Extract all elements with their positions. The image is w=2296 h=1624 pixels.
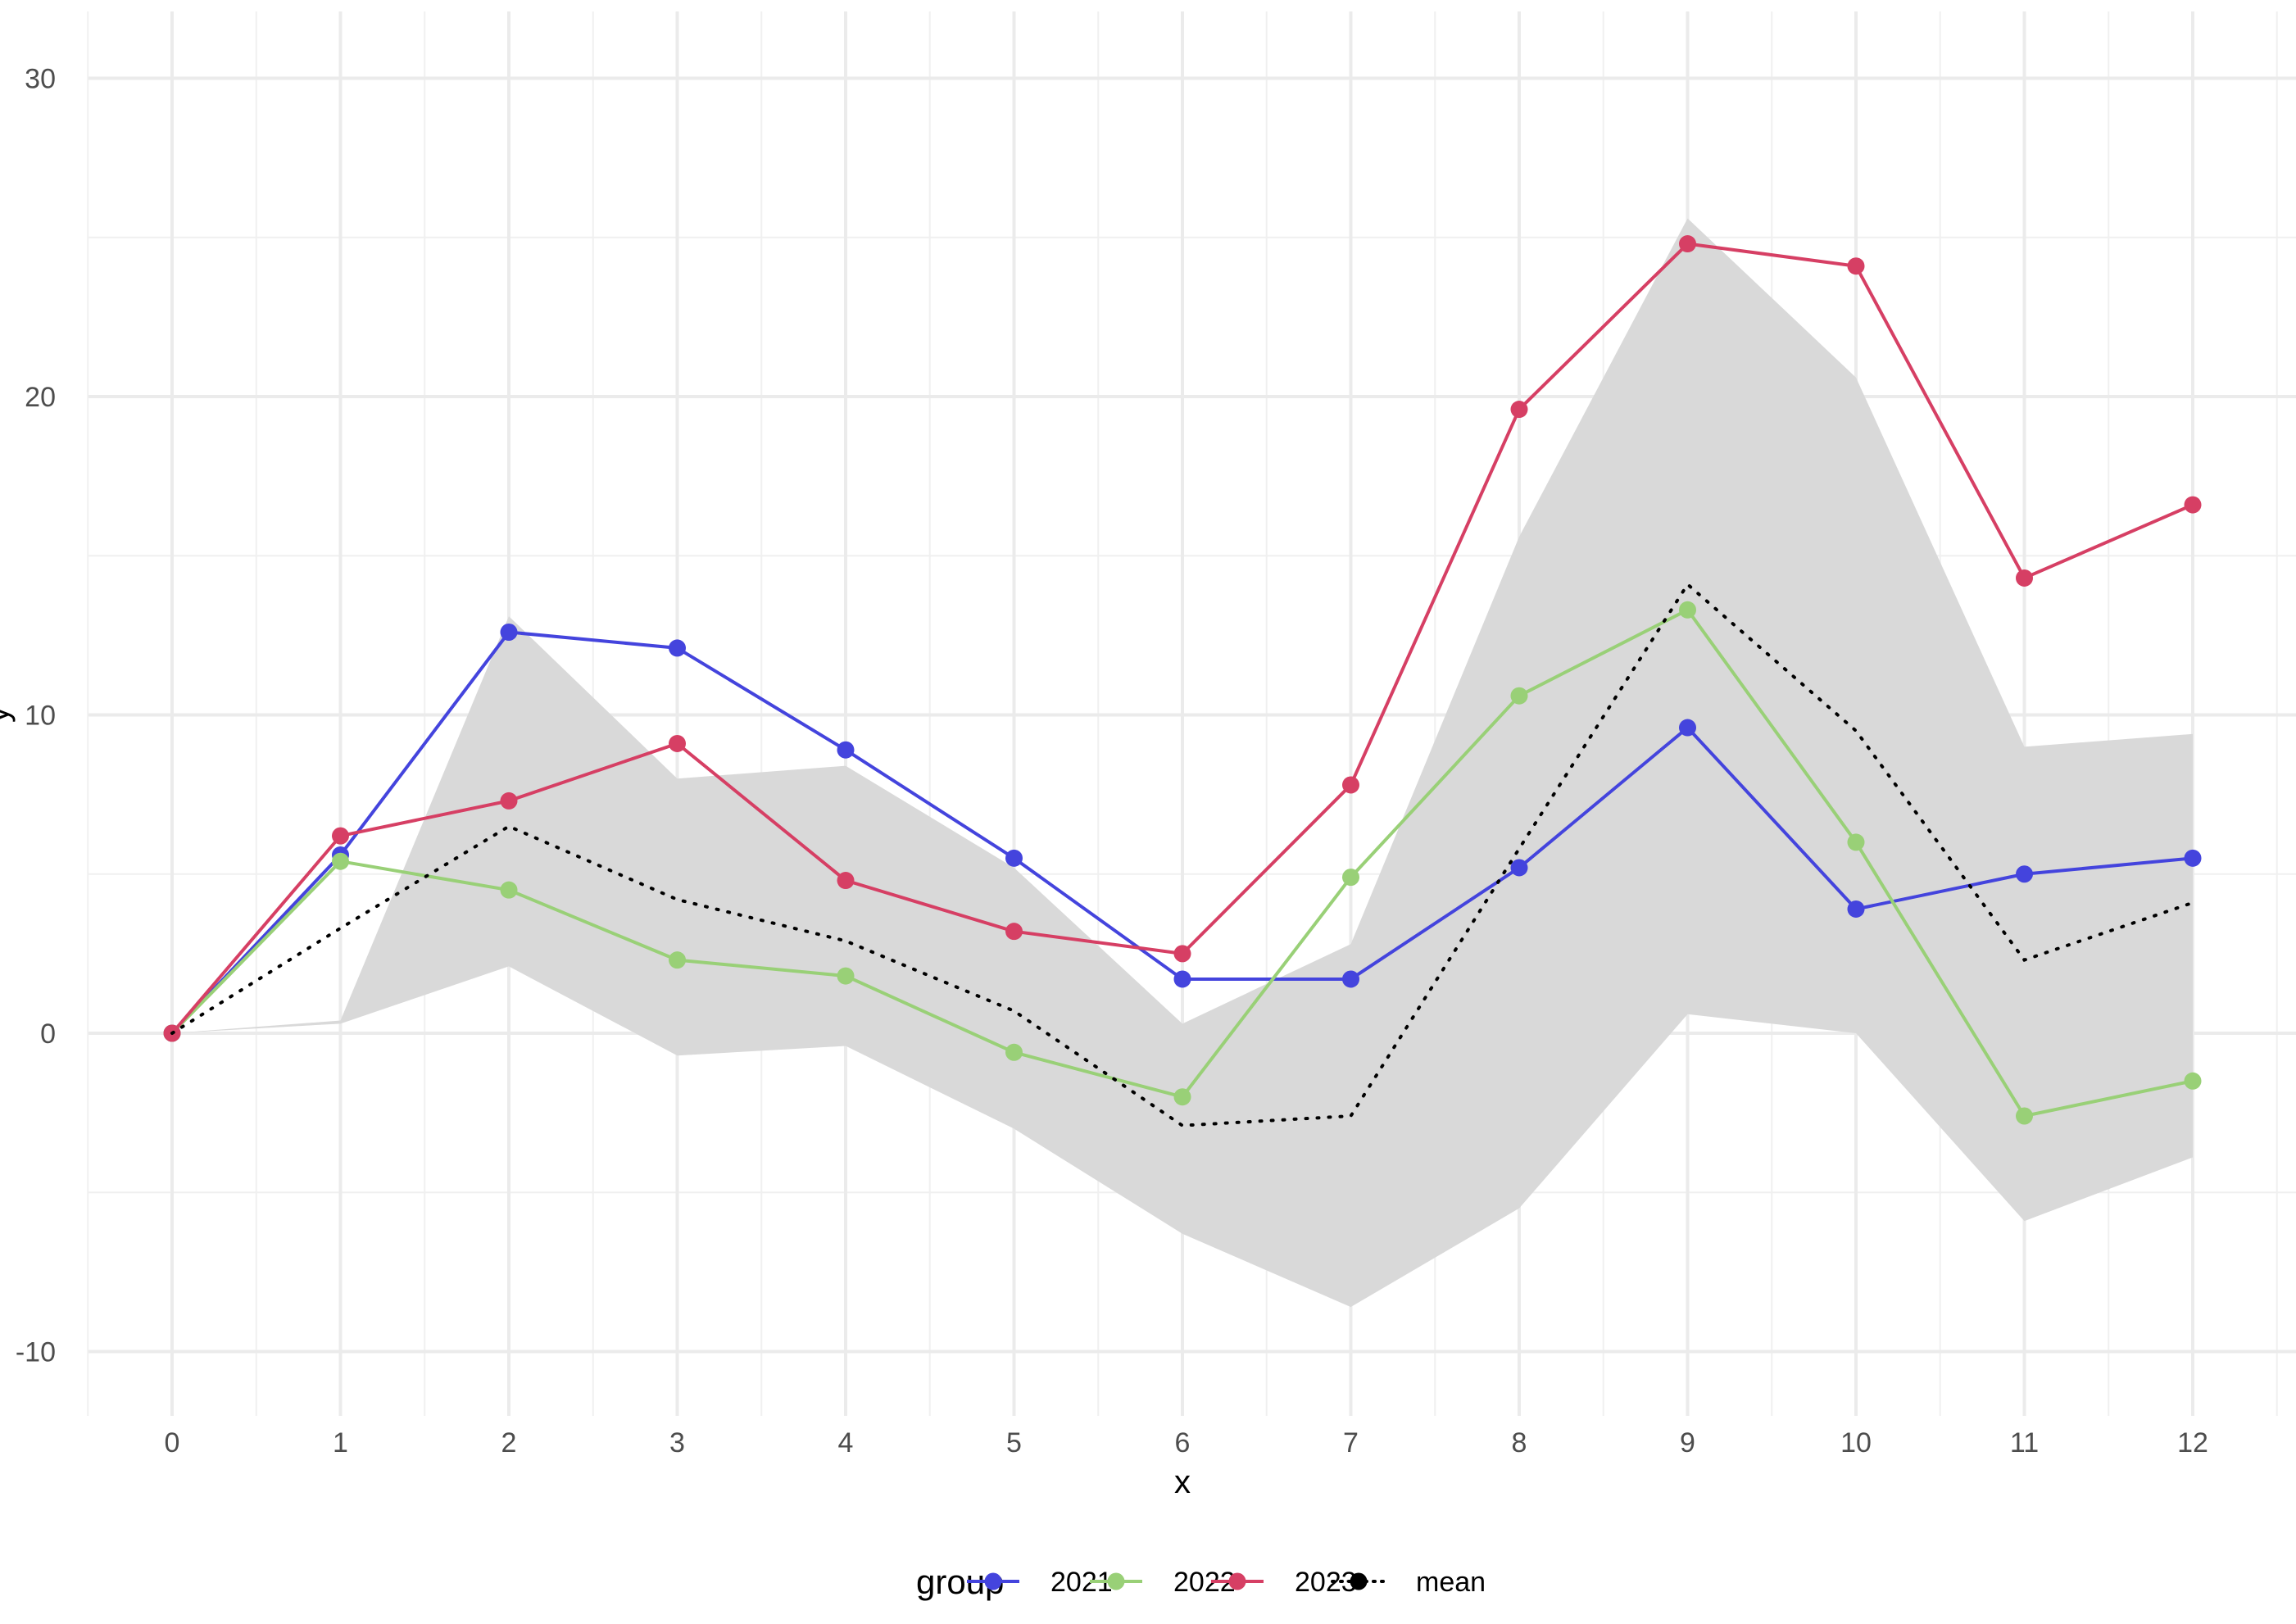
x-tick-label: 7 (1343, 1427, 1359, 1458)
x-tick-label: 8 (1512, 1427, 1527, 1458)
legend-key-point (1107, 1572, 1125, 1590)
data-point-2021 (1173, 970, 1191, 988)
legend-label: mean (1416, 1567, 1486, 1598)
legend-item-2023: 2023 (1211, 1567, 1357, 1598)
data-point-2023 (669, 734, 686, 752)
data-point-2021 (1847, 900, 1865, 918)
x-tick-label: 2 (501, 1427, 517, 1458)
data-point-2023 (1847, 257, 1865, 275)
data-point-2022 (837, 967, 855, 985)
series-line-mean (170, 582, 2194, 1127)
data-point-2022 (1005, 1043, 1023, 1061)
data-point-2023 (332, 827, 349, 845)
data-point-2022 (1342, 869, 1359, 887)
series-lines (163, 235, 2202, 1127)
x-tick-label: 3 (669, 1427, 685, 1458)
data-point-2022 (1679, 601, 1696, 619)
legend-key-point (1228, 1572, 1246, 1590)
data-point-2023 (1510, 401, 1528, 419)
data-point-2021 (1005, 849, 1023, 867)
x-tick-label: 11 (2010, 1427, 2039, 1458)
data-point-2022 (500, 881, 518, 899)
data-point-2021 (2184, 849, 2202, 867)
y-tick-label: -10 (16, 1337, 56, 1368)
data-point-2021 (669, 639, 686, 657)
y-axis-title: y (0, 706, 16, 723)
data-point-2023 (2184, 496, 2202, 514)
data-point-2021 (500, 623, 518, 641)
data-point-2022 (2184, 1072, 2202, 1090)
x-tick-label: 6 (1175, 1427, 1191, 1458)
x-tick-label: 4 (838, 1427, 854, 1458)
data-point-2023 (1679, 235, 1696, 253)
data-point-2021 (837, 741, 855, 759)
x-tick-label: 9 (1680, 1427, 1695, 1458)
data-point-2022 (332, 852, 349, 870)
range-band (172, 218, 2193, 1308)
legend-key-point (1350, 1572, 1368, 1590)
x-tick-label: 10 (1840, 1427, 1872, 1458)
data-point-2023 (2016, 569, 2033, 587)
legend-key-point (984, 1572, 1002, 1590)
legend: group 2021 2022 2023 mean (916, 1563, 1486, 1601)
data-point-2021 (2016, 865, 2033, 883)
data-point-2021 (1679, 719, 1696, 737)
data-point-2023 (500, 792, 518, 810)
x-axis-ticks: 0 1 2 3 4 5 6 7 8 9 10 11 12 (165, 1427, 2208, 1458)
data-point-2021 (1510, 859, 1528, 877)
data-point-2022 (669, 951, 686, 969)
legend-label: 2023 (1295, 1567, 1357, 1598)
y-tick-label: 0 (40, 1018, 56, 1050)
data-point-2023 (837, 872, 855, 890)
range-band-area (172, 218, 2193, 1308)
data-point-2022 (1510, 687, 1528, 705)
data-point-2023 (1342, 776, 1359, 794)
data-point-2022 (2016, 1107, 2033, 1125)
data-point-2023 (1173, 945, 1191, 963)
x-tick-label: 5 (1006, 1427, 1022, 1458)
data-point-2022 (1847, 833, 1865, 851)
y-axis-ticks: -10 0 10 20 30 (16, 64, 56, 1368)
y-tick-label: 10 (25, 701, 56, 732)
y-tick-label: 30 (25, 64, 56, 95)
data-point-2023 (1005, 923, 1023, 941)
x-tick-label: 12 (2177, 1427, 2208, 1458)
y-tick-label: 20 (25, 382, 56, 413)
data-point-2021 (1342, 970, 1359, 988)
x-tick-label: 0 (165, 1427, 180, 1458)
data-point-2022 (1173, 1088, 1191, 1106)
legend-item-mean: mean (1331, 1567, 1486, 1598)
x-axis-title: x (1174, 1464, 1191, 1500)
x-tick-label: 1 (333, 1427, 348, 1458)
